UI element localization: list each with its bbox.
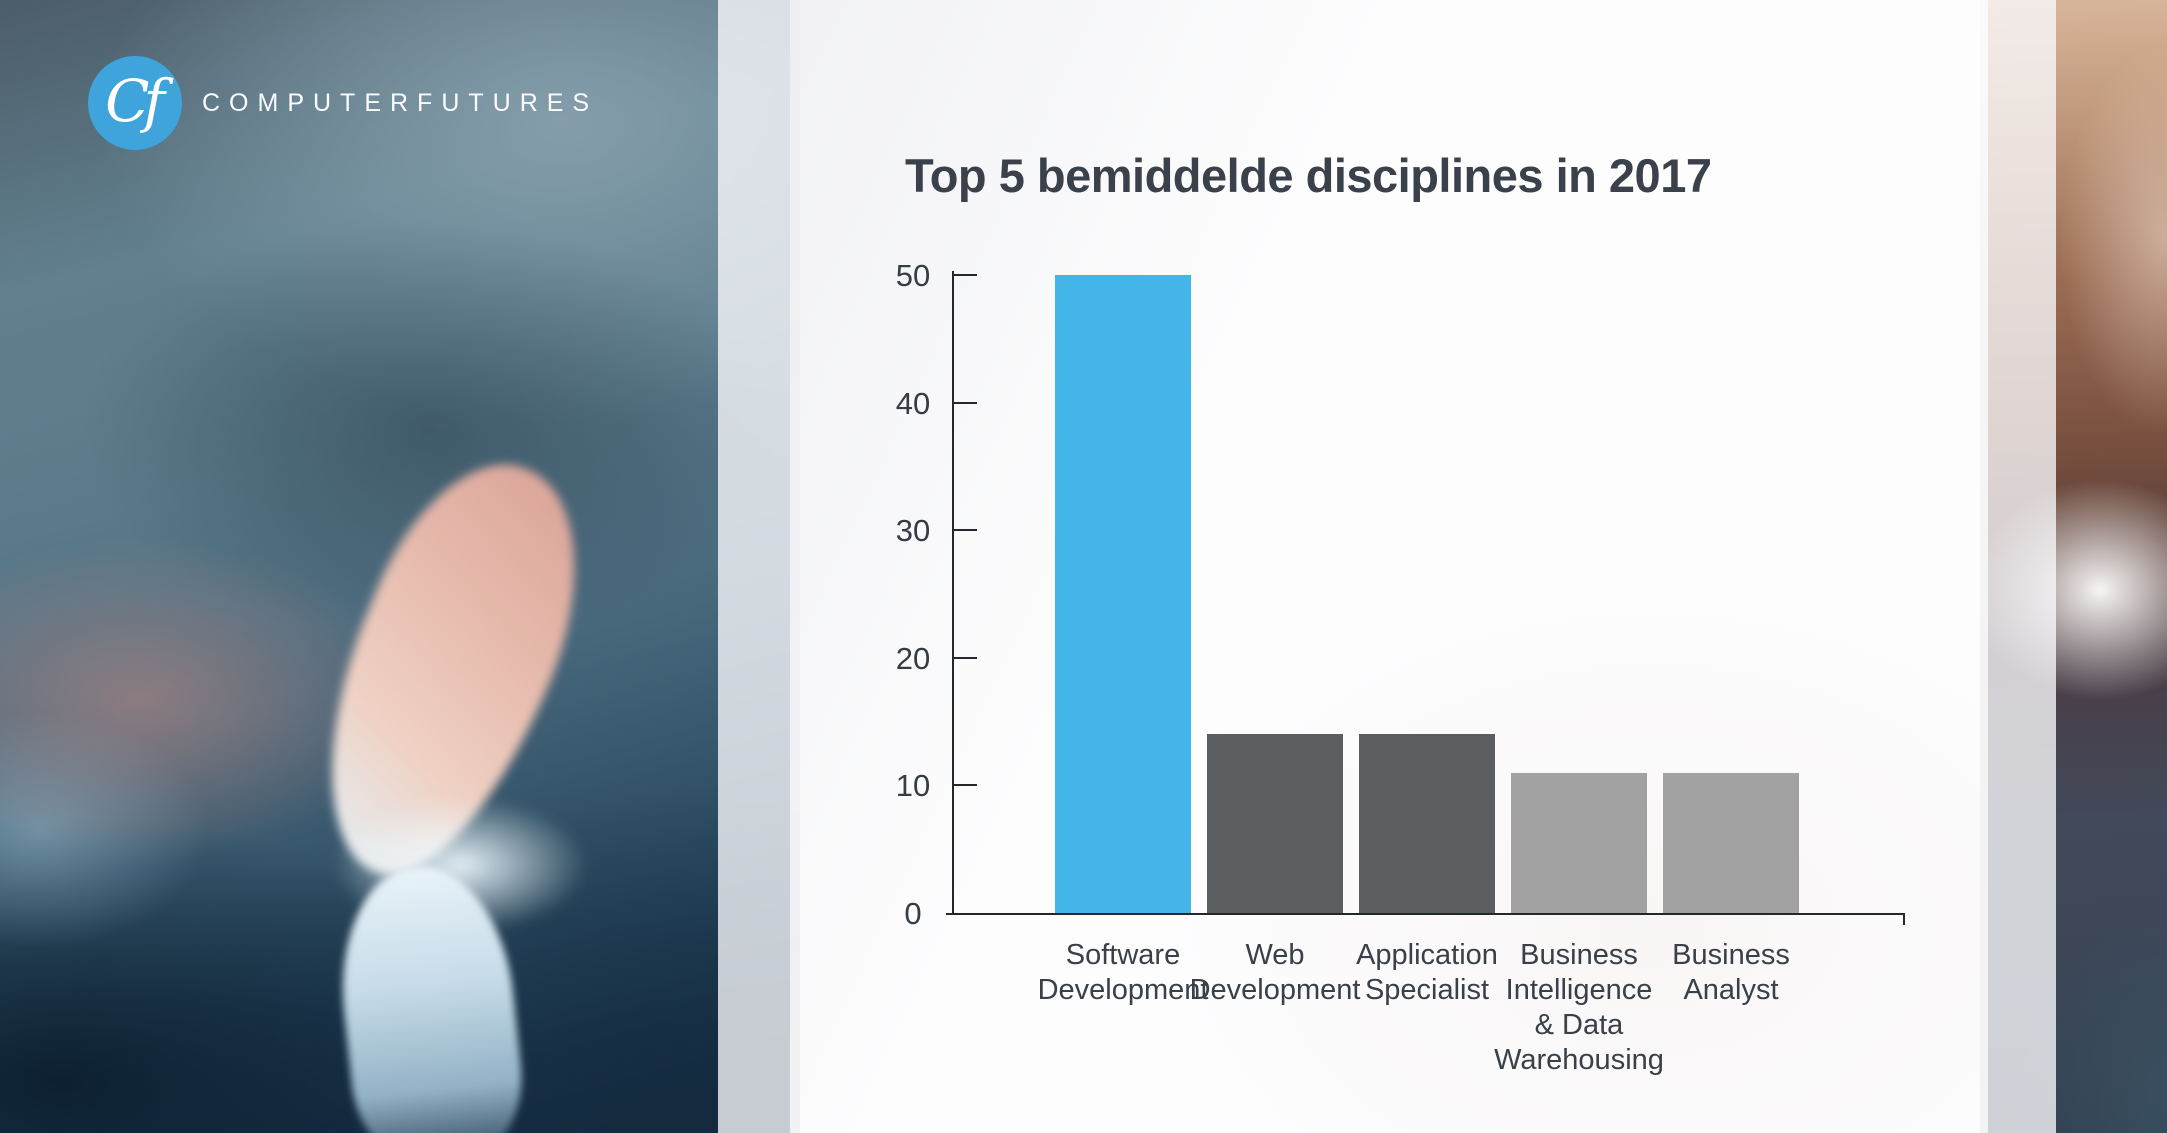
y-tick-label: 20	[895, 640, 931, 676]
y-tick-line	[953, 274, 977, 276]
y-tick-line	[953, 656, 977, 659]
y-tick-label: 40	[895, 385, 931, 421]
y-tick-line	[953, 784, 977, 787]
y-tick-line	[953, 529, 977, 532]
y-axis-line	[952, 271, 954, 915]
y-tick-label: 50	[895, 258, 931, 293]
category-label: Application Specialist	[1356, 939, 1498, 1006]
bar-web-development	[1207, 734, 1343, 913]
content-panel	[790, 0, 1988, 1133]
chart-title: Top 5 bemiddelde disciplines in 2017	[905, 149, 1712, 202]
bar-business-intelligence-data-warehousing	[1511, 773, 1647, 913]
background-photo-left	[0, 0, 800, 1133]
bar-application-specialist	[1359, 734, 1495, 913]
category-label: Software Development	[1037, 939, 1209, 1006]
brand-logo: Cf COMPUTERFUTURES	[88, 56, 598, 150]
translucent-strip-right	[1988, 0, 2056, 1133]
x-axis-line	[946, 913, 1905, 915]
x-axis-endcap	[1903, 913, 1905, 925]
bar-software-development	[1055, 275, 1191, 913]
computer-futures-monogram-icon: Cf	[88, 56, 182, 150]
y-tick-label: 30	[895, 513, 931, 549]
bar-business-analyst	[1663, 773, 1799, 913]
translucent-strip-left	[718, 0, 790, 1133]
y-tick-label: 10	[895, 768, 931, 804]
category-label: Business Intelligence & Data Warehousing	[1494, 939, 1664, 1076]
y-tick-label: 0	[904, 896, 922, 931]
category-label: Business Analyst	[1672, 939, 1790, 1006]
brand-name: COMPUTERFUTURES	[202, 88, 599, 117]
category-label: Web Development	[1189, 939, 1361, 1006]
y-tick-line	[953, 401, 977, 404]
monogram-text: Cf	[105, 67, 165, 135]
